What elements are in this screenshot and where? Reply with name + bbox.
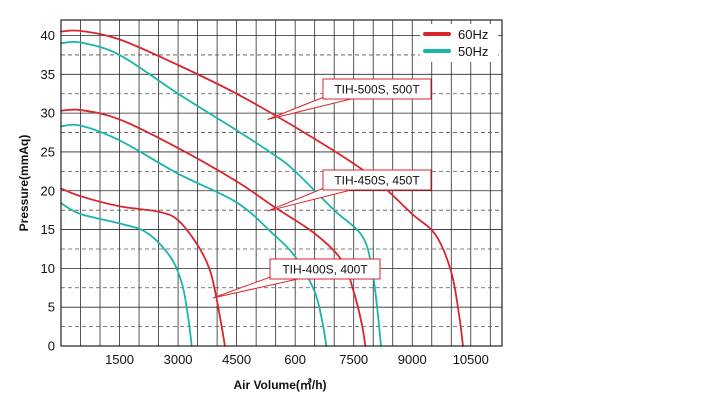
x-tick-label: 7500: [339, 352, 368, 367]
x-tick-label: 1500: [105, 352, 134, 367]
grid-layer: [61, 20, 502, 346]
x-tick-label: 10500: [453, 352, 489, 367]
tick-layer: 0 5 10 15 20 25 30 35 40 1500 3000 4500 600 7500 9000 1…: [41, 28, 489, 367]
y-tick-label: 35: [41, 67, 55, 82]
x-tick-label: 4500: [222, 352, 251, 367]
series-line: [60, 187, 226, 347]
series-line: [60, 29, 464, 347]
y-tick-label: 30: [41, 106, 55, 121]
legend: 60Hz 50Hz: [420, 24, 498, 62]
x-axis-label: Air Volume(㎥/h): [233, 377, 326, 392]
legend-label: 60Hz: [458, 27, 488, 42]
legend-background: [420, 24, 498, 62]
x-tick-label: 3000: [164, 352, 193, 367]
y-tick-label: 25: [41, 144, 55, 159]
x-tick-label: 9000: [398, 352, 427, 367]
plot-frame: [60, 19, 503, 347]
annotation-label: TIH-400S, 400T: [282, 263, 368, 277]
x-tick-label: 600: [284, 352, 306, 367]
annotation-label: TIH-500S, 500T: [334, 83, 420, 97]
annotation-box: [269, 258, 381, 280]
y-tick-label: 10: [41, 261, 55, 276]
y-tick-label: 5: [48, 300, 55, 315]
y-axis-label: Pressure(mmAq): [17, 135, 31, 232]
legend-label: 50Hz: [458, 44, 488, 59]
annotation-label: TIH-450S, 450T: [334, 174, 420, 188]
annotation-layer: TIH-500S, 500T TIH-450S, 450T TIH-400S, 40…: [212, 78, 432, 299]
y-tick-label: 0: [48, 339, 55, 354]
y-tick-label: 15: [41, 222, 55, 237]
series-line: [60, 202, 193, 347]
annotation-box: [322, 169, 432, 191]
annotation-box: [322, 78, 432, 100]
y-tick-label: 40: [41, 28, 55, 43]
y-tick-label: 20: [41, 183, 55, 198]
series-line: [60, 123, 328, 347]
